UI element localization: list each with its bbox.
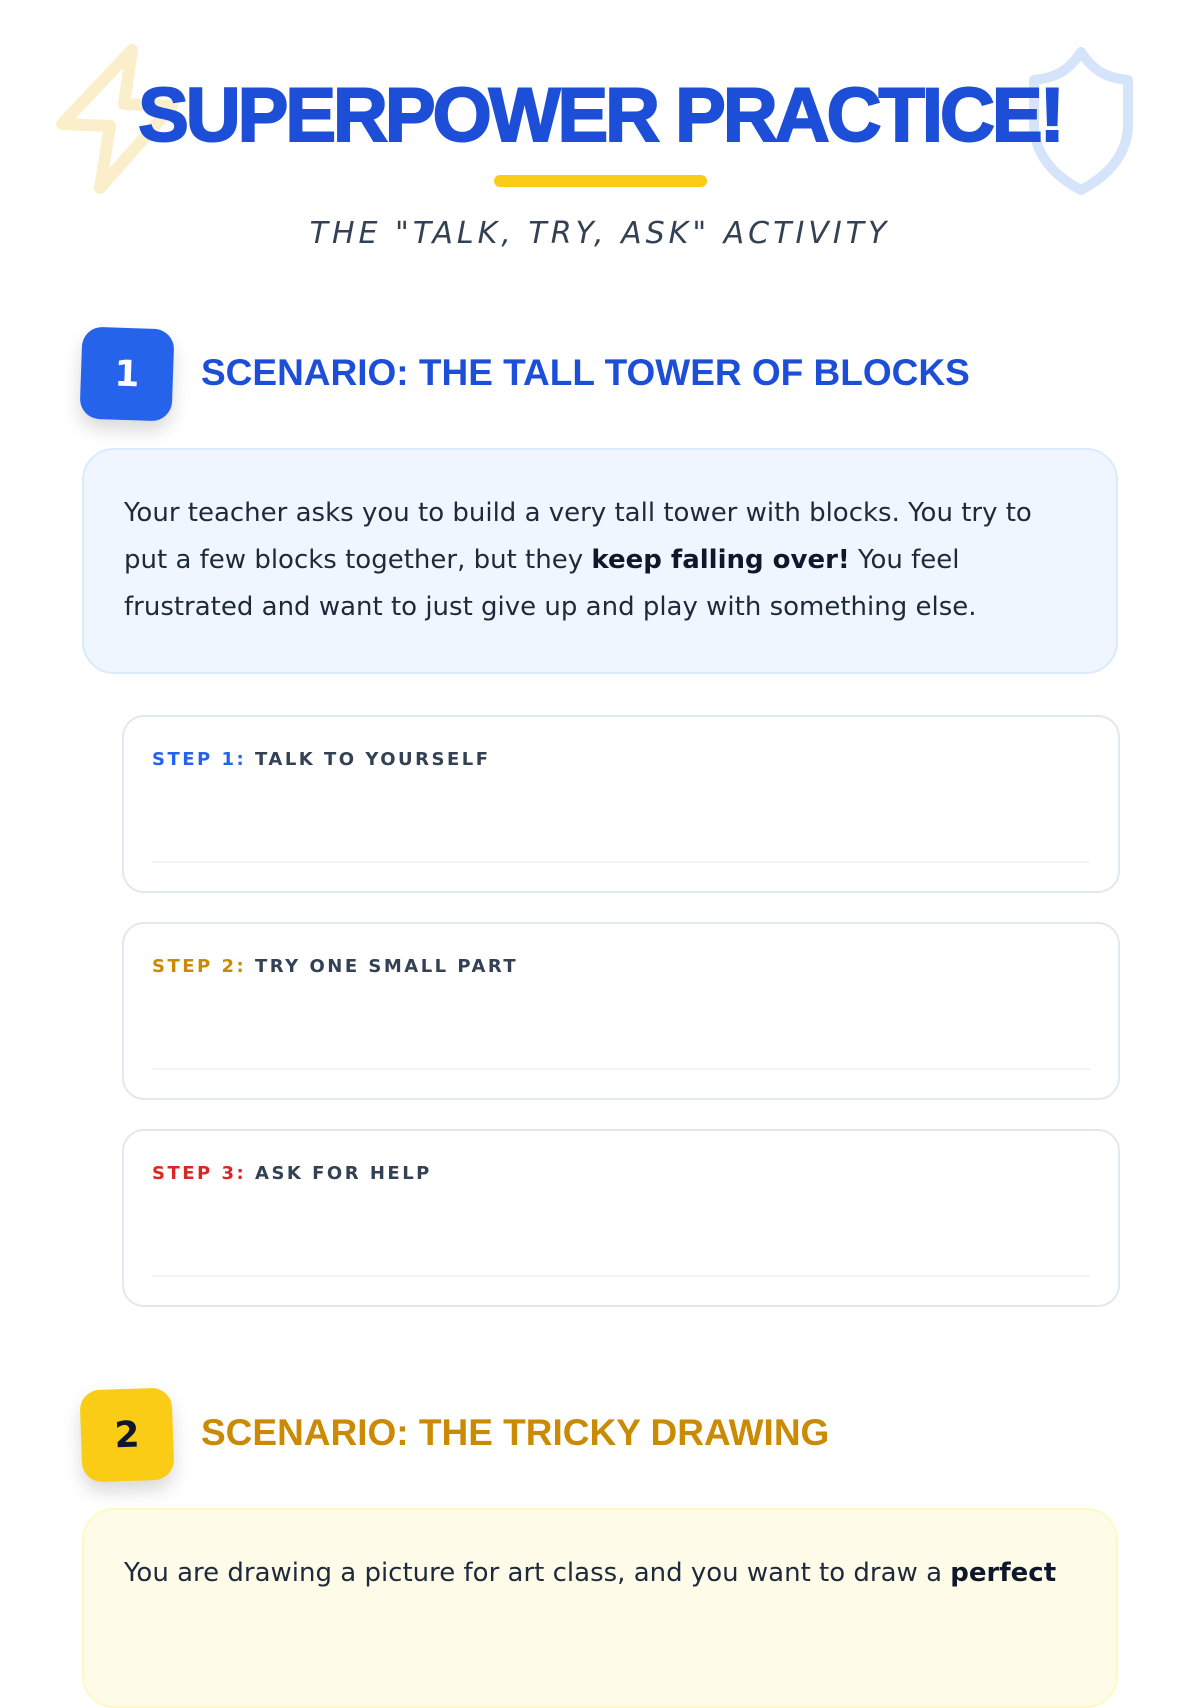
answer-line	[152, 1275, 1090, 1277]
step-2-answer-box[interactable]: STEP 2: TRY ONE SMALL PART	[122, 922, 1120, 1100]
shield-icon	[1029, 47, 1133, 195]
scenario-title: SCENARIO: THE TRICKY DRAWING	[201, 1412, 830, 1453]
scenario-number-badge: 2	[79, 1387, 175, 1483]
scenario-text: Your teacher asks you to build a very ta…	[124, 498, 1032, 575]
lightning-bolt-icon	[56, 44, 178, 194]
step-prefix: STEP 1:	[152, 749, 247, 770]
scenario-emphasis: perfect	[950, 1558, 1057, 1588]
step-title: ASK FOR HELP	[255, 1163, 432, 1184]
scenario-text: You feel frustrated and want to just giv…	[124, 545, 977, 622]
scenario-description: Your teacher asks you to build a very ta…	[82, 448, 1118, 674]
answer-line	[152, 1068, 1090, 1070]
scenario-title: SCENARIO: THE TALL TOWER OF BLOCKS	[201, 352, 970, 393]
step-label: STEP 2: TRY ONE SMALL PART	[152, 956, 518, 977]
step-title: TRY ONE SMALL PART	[255, 956, 519, 977]
scenario-number-badge: 1	[79, 326, 175, 422]
page-title: SUPERPOWER PRACTICE!	[137, 72, 1066, 159]
step-label: STEP 1: TALK TO YOURSELF	[152, 749, 491, 770]
answer-line	[152, 861, 1090, 863]
step-prefix: STEP 3:	[152, 1163, 247, 1184]
scenario-description: You are drawing a picture for art class,…	[82, 1508, 1118, 1708]
scenario-emphasis: keep falling over!	[591, 545, 850, 575]
step-1-answer-box[interactable]: STEP 1: TALK TO YOURSELF	[122, 715, 1120, 893]
page-subtitle: THE "TALK, TRY, ASK" ACTIVITY	[309, 216, 891, 251]
title-underline	[494, 175, 707, 187]
step-title: TALK TO YOURSELF	[255, 749, 491, 770]
step-label: STEP 3: ASK FOR HELP	[152, 1163, 432, 1184]
scenario-text: You are drawing a picture for art class,…	[124, 1558, 951, 1588]
step-prefix: STEP 2:	[152, 956, 247, 977]
step-3-answer-box[interactable]: STEP 3: ASK FOR HELP	[122, 1129, 1120, 1307]
